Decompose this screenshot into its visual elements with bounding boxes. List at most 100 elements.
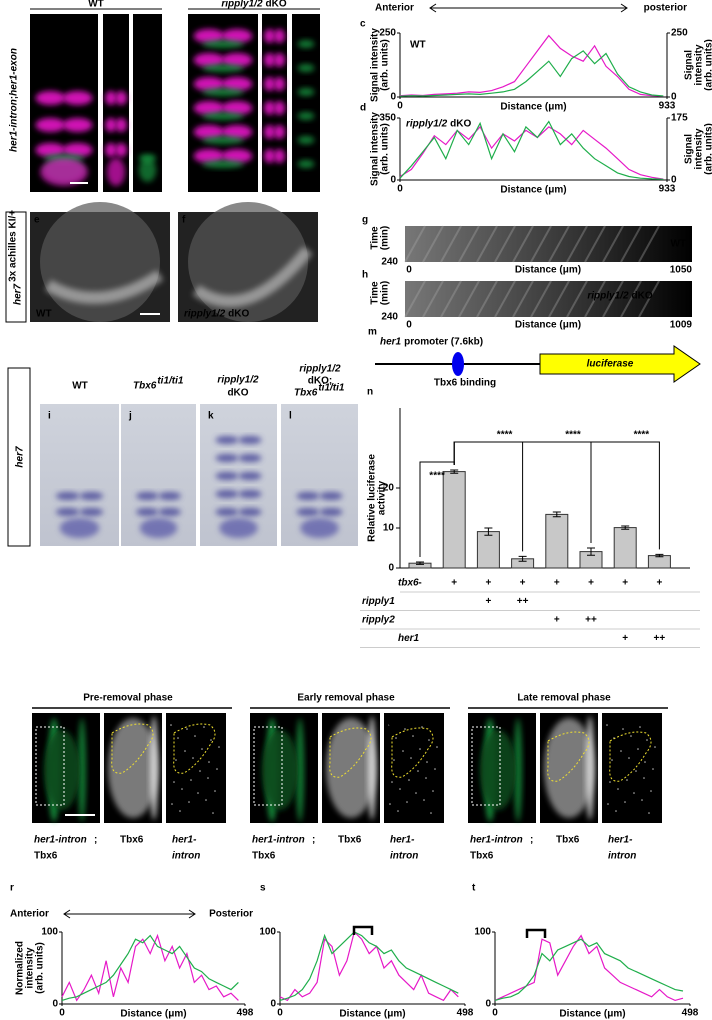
trace [61,933,239,1002]
roi-outline [173,723,216,774]
signal-blob [106,158,126,186]
label: r [10,883,14,894]
roi-outline [547,731,590,782]
condition-mark: + [520,578,526,589]
signal-dot [412,735,414,737]
label: intron [172,851,200,862]
label: b’’ [296,16,308,27]
label: h [362,270,368,281]
signal-blob [297,40,315,48]
label: p’ [326,716,335,727]
label: her7 [13,283,24,305]
condition-mark: + [554,578,560,589]
kymo-stripe [476,225,498,263]
signal-dot [184,750,186,752]
kymo-stripe [494,225,516,263]
signal-blob [158,508,181,516]
signal-blob [193,77,225,91]
label: Tbx6 [120,835,144,846]
label: Relative luciferase [367,454,378,542]
signal-blob [115,118,127,132]
signal-blob [264,125,275,139]
binding-site [452,352,464,376]
label: dKO [266,0,287,10]
signal-dot [428,739,430,741]
signal-blob [514,718,522,822]
signal-blob [202,64,244,72]
error-bar [518,555,527,562]
signal-dot [404,728,406,730]
label: c [360,19,366,30]
signal-blob [40,158,88,186]
x-tick-label: 933 [659,101,676,112]
trace [61,934,239,1001]
label: her1-exon [9,48,20,96]
signal-blob [296,508,320,516]
label: Tbx6 binding [434,378,496,389]
condition-mark: ++ [517,596,529,607]
bracket [352,925,374,935]
bar [647,555,671,569]
roi-outline [471,726,501,806]
roi-outline [35,726,65,806]
direction-arrow [63,909,196,919]
label: ripply1/2 [299,364,341,375]
signal-dot [210,739,212,741]
x-tick-label: 498 [237,1008,254,1019]
signal-blob [55,508,80,516]
label: Time [370,226,381,250]
rotated-label: Time (min) [370,226,391,250]
signal-dot [648,812,650,814]
trace [494,934,684,1002]
signal-dot [391,781,393,783]
bar [545,513,569,569]
significance-label: **** [565,430,581,441]
signal-blob [297,64,315,72]
label: (arb. units) [380,39,391,91]
label: 0 [406,320,412,331]
signal-dot [624,801,626,803]
signal-dot [397,810,399,812]
signal-dot [639,726,641,728]
signal-blob [78,718,86,822]
label: q’’ [606,716,618,727]
signal-blob [264,29,275,43]
label: s [260,883,266,894]
signal-dot [389,803,391,805]
signal-dot [620,750,622,752]
label: Signal intensity [370,28,381,102]
signal-blob [115,91,127,105]
label: Distance (μm) [515,265,581,276]
label: Tbx6 [338,835,362,846]
condition-mark: + [554,615,560,626]
signal-dot [410,757,412,759]
label: Tbx6 [252,851,276,862]
signal-blob [221,29,253,43]
kymo-stripe [620,225,642,263]
y2-tick-label: 175 [671,113,688,124]
label: Tbx6 [34,851,58,862]
kymo-stripe [422,280,444,318]
x-axis-label: Distance (μm) [500,185,566,196]
signal-blob [274,29,285,43]
kymo-stripe [458,280,480,318]
signal-blob [44,730,80,810]
label: dKO [228,309,249,320]
y-tick-label: 100 [259,927,276,938]
kymo-stripe [494,280,516,318]
signal-blob [115,143,127,157]
micrograph [166,713,226,823]
signal-dot [626,779,628,781]
signal-dot [436,746,438,748]
kymo-stripe [530,280,552,318]
signal-dot [434,768,436,770]
label: dKO [227,388,248,399]
label: 1009 [670,320,693,331]
signal-dot [432,790,434,792]
signal-blob [35,118,66,132]
signal-dot [214,790,216,792]
signal-blob [202,40,244,48]
label: t [472,883,476,894]
condition-mark: + [451,578,457,589]
signal-blob [221,149,253,163]
